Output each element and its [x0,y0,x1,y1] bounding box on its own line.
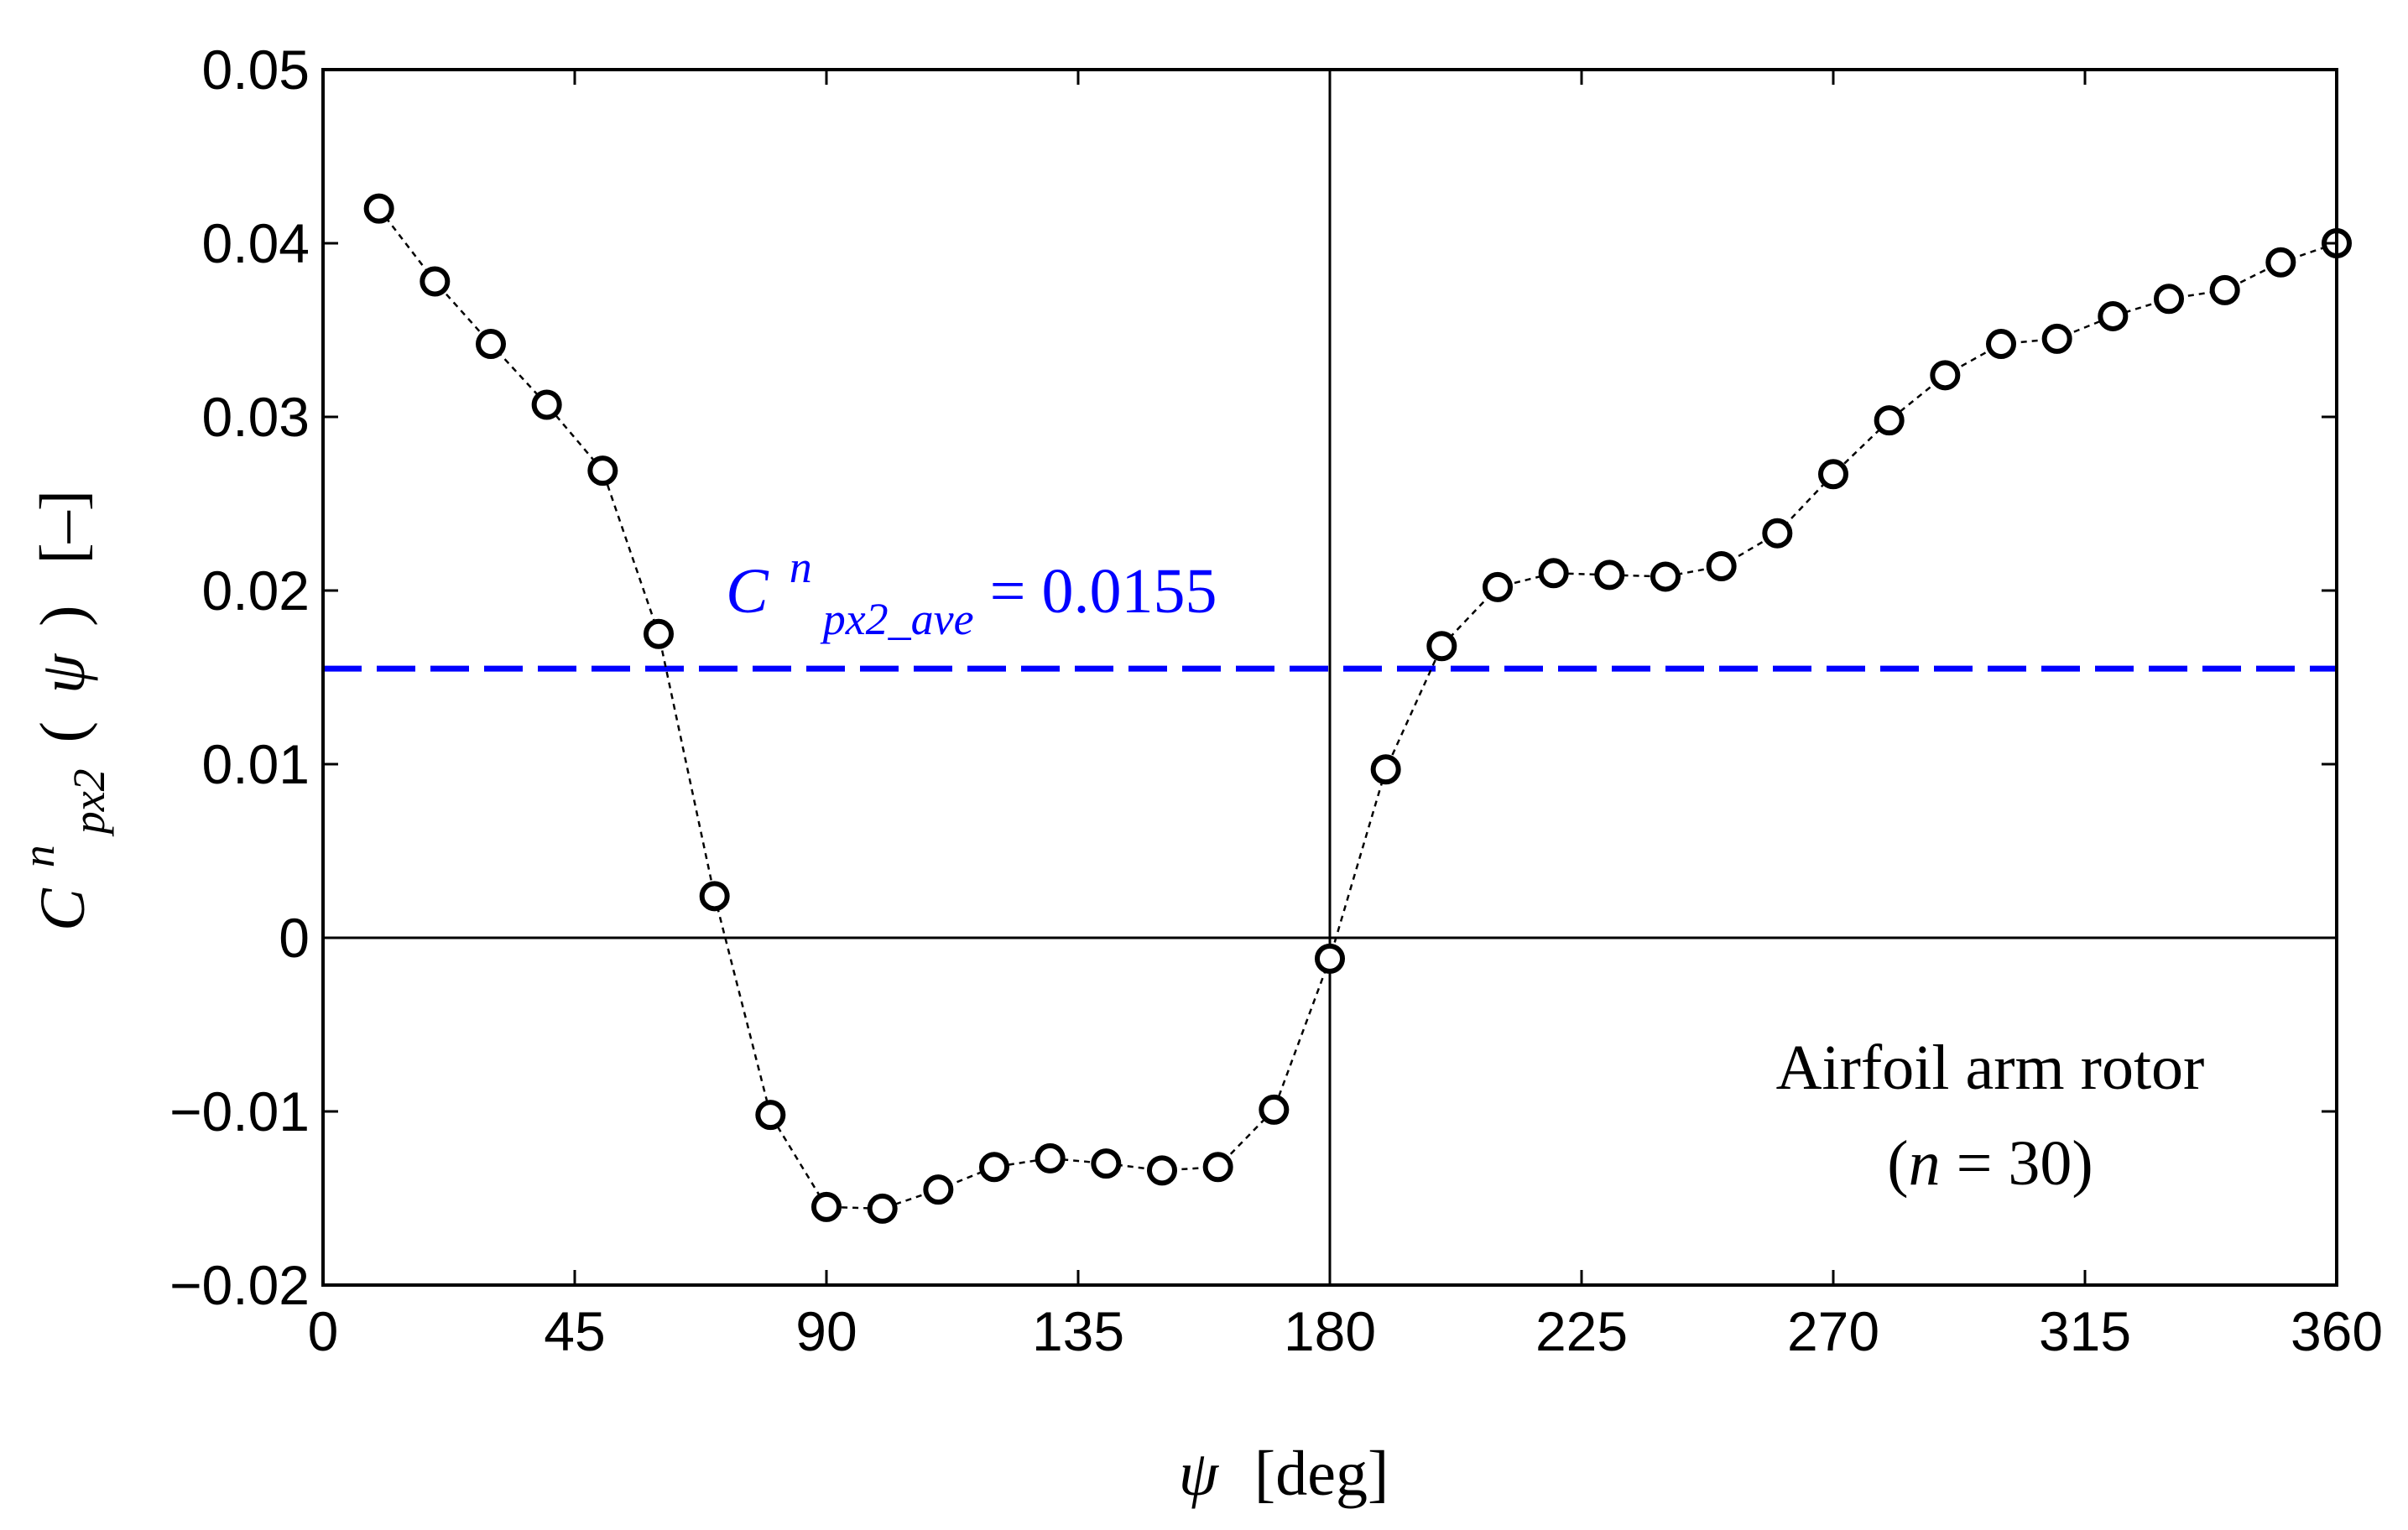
average-label: C n px2_ave = 0.0155 [726,526,1217,648]
data-point-marker [2098,300,2129,331]
tick-labels-layer: 0 45 90 135 180 225 270 315 360 −0.02 −0.01 0 0.01 0.… [169,39,2383,1362]
data-point-marker [811,1191,842,1222]
y-tick-label: 0.02 [202,559,310,622]
data-point-marker [979,1152,1009,1183]
annotation-value: = 30) [1941,1128,2093,1199]
y-tick-label: 0.04 [202,212,310,274]
annotation-line-1: Airfoil arm rotor [1776,1033,2205,1103]
x-axis-label: ψ [deg] [1179,1439,1389,1509]
average-label-value: = 0.0155 [990,556,1217,627]
y-axis-close-paren: ) [28,606,98,627]
x-tick-label: 45 [544,1300,605,1362]
y-axis-label: C n px2 ( ψ ) [–] [0,490,118,931]
y-tick-label: 0.05 [202,39,310,101]
x-axis-unit: [deg] [1254,1439,1389,1509]
data-point-marker [363,193,394,224]
data-point-marker [1147,1155,1177,1186]
data-point-marker [1706,551,1737,582]
data-point-marker [1986,329,2016,360]
y-axis-symbol: ψ [28,653,98,694]
data-point-marker [1035,1142,1066,1174]
data-point-marker [476,329,506,360]
data-point-marker [1315,943,1345,974]
annotation-variable: n [1909,1128,1941,1199]
average-label-sup: n [790,542,812,592]
data-point-marker [1370,754,1401,785]
data-point-marker [1426,631,1457,662]
x-tick-label: 90 [795,1300,857,1362]
average-label-sub: px2_ave [820,594,974,644]
data-point-marker [587,455,618,487]
y-tick-label: −0.01 [169,1080,310,1142]
y-tick-label: 0.03 [202,386,310,448]
y-tick-label: 0.01 [202,733,310,795]
data-point-marker [1930,360,1961,391]
data-point-marker [2209,274,2240,305]
x-tick-label: 315 [2039,1300,2131,1362]
data-point-marker [2041,323,2072,354]
reference-lines-layer [323,70,2337,1285]
data-point-marker [923,1174,954,1205]
x-tick-label: 225 [1535,1300,1628,1362]
ticks-layer [321,68,2338,1287]
series-layer [363,193,2352,1224]
x-tick-label: 360 [2291,1300,2383,1362]
annotation-open-paren: ( [1887,1128,1908,1199]
data-point-marker [420,266,451,297]
data-point-marker [1483,571,1513,602]
x-tick-label: 0 [308,1300,339,1362]
data-point-marker [699,881,730,912]
data-point-marker [644,618,674,649]
y-axis-sup: n [13,845,64,867]
x-tick-label: 180 [1284,1300,1376,1362]
data-point-marker [867,1193,898,1224]
data-point-marker [1538,558,1569,589]
data-point-marker [1762,518,1793,549]
data-point-marker [1259,1094,1290,1125]
data-point-marker [531,389,562,420]
x-tick-label: 270 [1787,1300,1879,1362]
y-tick-label: −0.02 [169,1254,310,1316]
y-axis-unit: [–] [28,490,98,565]
y-axis-base: C [28,887,98,931]
y-tick-label: 0 [279,907,310,969]
y-axis-open-paren: ( [28,721,98,742]
data-point-marker [2265,247,2296,278]
x-tick-label: 135 [1032,1300,1124,1362]
data-point-marker [1091,1148,1122,1179]
y-axis-sub: px2 [64,768,114,837]
data-point-marker [1650,561,1681,592]
average-label-base: C [726,556,769,627]
data-point-marker [1202,1152,1233,1183]
data-point-marker [1874,405,1905,436]
x-axis-symbol: ψ [1179,1439,1220,1509]
data-point-marker [1594,559,1625,591]
data-point-marker [2154,284,2184,315]
data-point-marker [1818,459,1848,490]
annotation-line-2: (n = 30) [1887,1128,2093,1199]
data-point-marker [755,1100,786,1131]
